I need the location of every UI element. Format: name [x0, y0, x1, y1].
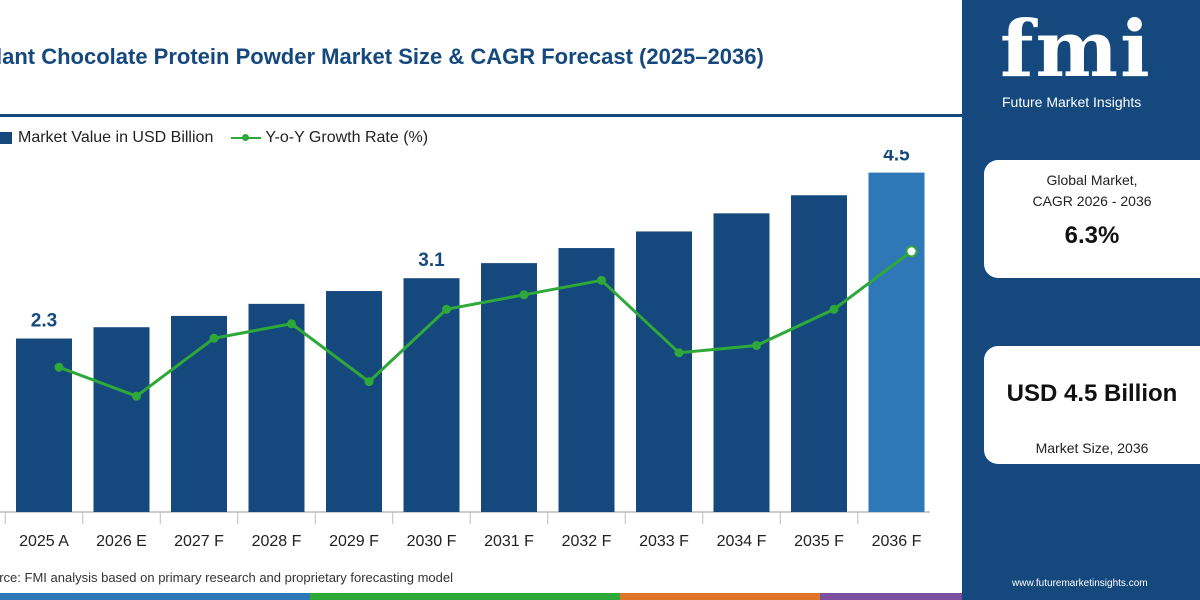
- x-tick-label: 2032 F: [562, 533, 612, 550]
- line-legend-swatch: [231, 132, 262, 144]
- logo-tagline: Future Market Insights: [1002, 94, 1142, 110]
- color-strip-segment: [620, 593, 820, 600]
- growth-point: [442, 304, 451, 314]
- growth-point: [519, 290, 529, 300]
- x-tick-label: 2028 F: [252, 533, 302, 550]
- color-strip-segment: [820, 593, 962, 600]
- market-size-label: Market Size, 2036: [1035, 440, 1149, 456]
- bar-legend-label: Market Value in USD Billion: [18, 129, 214, 146]
- bar: [16, 338, 72, 512]
- x-tick-label: 2036 F: [872, 533, 922, 550]
- x-tick-label: 2030 F: [407, 533, 457, 550]
- chart-legend: Market Value in USD Billion Y-o-Y Growth…: [0, 128, 428, 148]
- growth-point: [287, 319, 296, 329]
- growth-point: [597, 275, 606, 285]
- x-tick-label: 2031 F: [484, 533, 534, 550]
- bar: [171, 315, 227, 512]
- bar: [713, 213, 770, 512]
- growth-point: [364, 377, 374, 387]
- bar: [791, 195, 847, 512]
- title-divider: [0, 114, 962, 117]
- growth-point: [54, 362, 64, 372]
- bar: [326, 291, 382, 512]
- cagr-label-line1: Global Market,: [1046, 172, 1138, 188]
- cagr-label-line2: CAGR 2026 - 2036: [1032, 193, 1152, 209]
- color-strip: [0, 593, 962, 600]
- bar: [93, 327, 150, 512]
- growth-line: [58, 250, 913, 398]
- bar: [248, 303, 305, 512]
- growth-point: [752, 340, 761, 350]
- bar: [636, 231, 692, 512]
- source-note: urce: FMI analysis based on primary rese…: [0, 570, 453, 585]
- line-legend-label: Y-o-Y Growth Rate (%): [265, 129, 429, 146]
- bar-legend-swatch: [0, 132, 12, 144]
- x-tick-label: 2035 F: [794, 533, 844, 550]
- x-tick-label: 2026 E: [96, 533, 147, 550]
- x-tick-label: 2027 F: [174, 533, 224, 550]
- growth-point: [829, 304, 839, 314]
- bar: [403, 278, 460, 512]
- growth-point: [674, 348, 684, 358]
- x-tick-label: 2029 F: [329, 533, 379, 550]
- bar: [868, 172, 925, 512]
- bar: [558, 248, 615, 512]
- x-tick-label: 2033 F: [639, 533, 689, 550]
- bar-data-label: 4.5: [883, 150, 910, 166]
- growth-point: [209, 333, 219, 343]
- logo-letters: fmi: [1000, 4, 1152, 95]
- fmi-logo: fmi Future Market Insights: [1000, 6, 1190, 111]
- market-size-card: USD 4.5 Billion Market Size, 2036: [984, 346, 1200, 464]
- x-tick-label: 2025 A: [19, 533, 69, 550]
- sidebar-panel: [962, 0, 1200, 600]
- chart-title: lant Chocolate Protein Powder Market Siz…: [0, 44, 764, 69]
- color-strip-segment: [310, 593, 620, 600]
- bar: [481, 263, 537, 512]
- x-tick-label: 2034 F: [717, 533, 767, 550]
- color-strip-segment: [0, 593, 310, 600]
- growth-point: [905, 245, 918, 258]
- bar-line-chart: 2025 A 2.3 2026 E 2027 F 2028 F 2029 F 2030 F 3…: [0, 150, 930, 550]
- bar-data-label: 3.1: [418, 250, 445, 271]
- growth-point: [132, 391, 141, 401]
- market-size-value: USD 4.5 Billion: [1006, 380, 1178, 407]
- website-url: www.futuremarketinsights.com: [1012, 578, 1148, 589]
- cagr-card: Global Market, CAGR 2026 - 2036 6.3%: [984, 160, 1200, 278]
- cagr-value: 6.3%: [1064, 222, 1120, 249]
- bar-data-label: 2.3: [31, 311, 57, 332]
